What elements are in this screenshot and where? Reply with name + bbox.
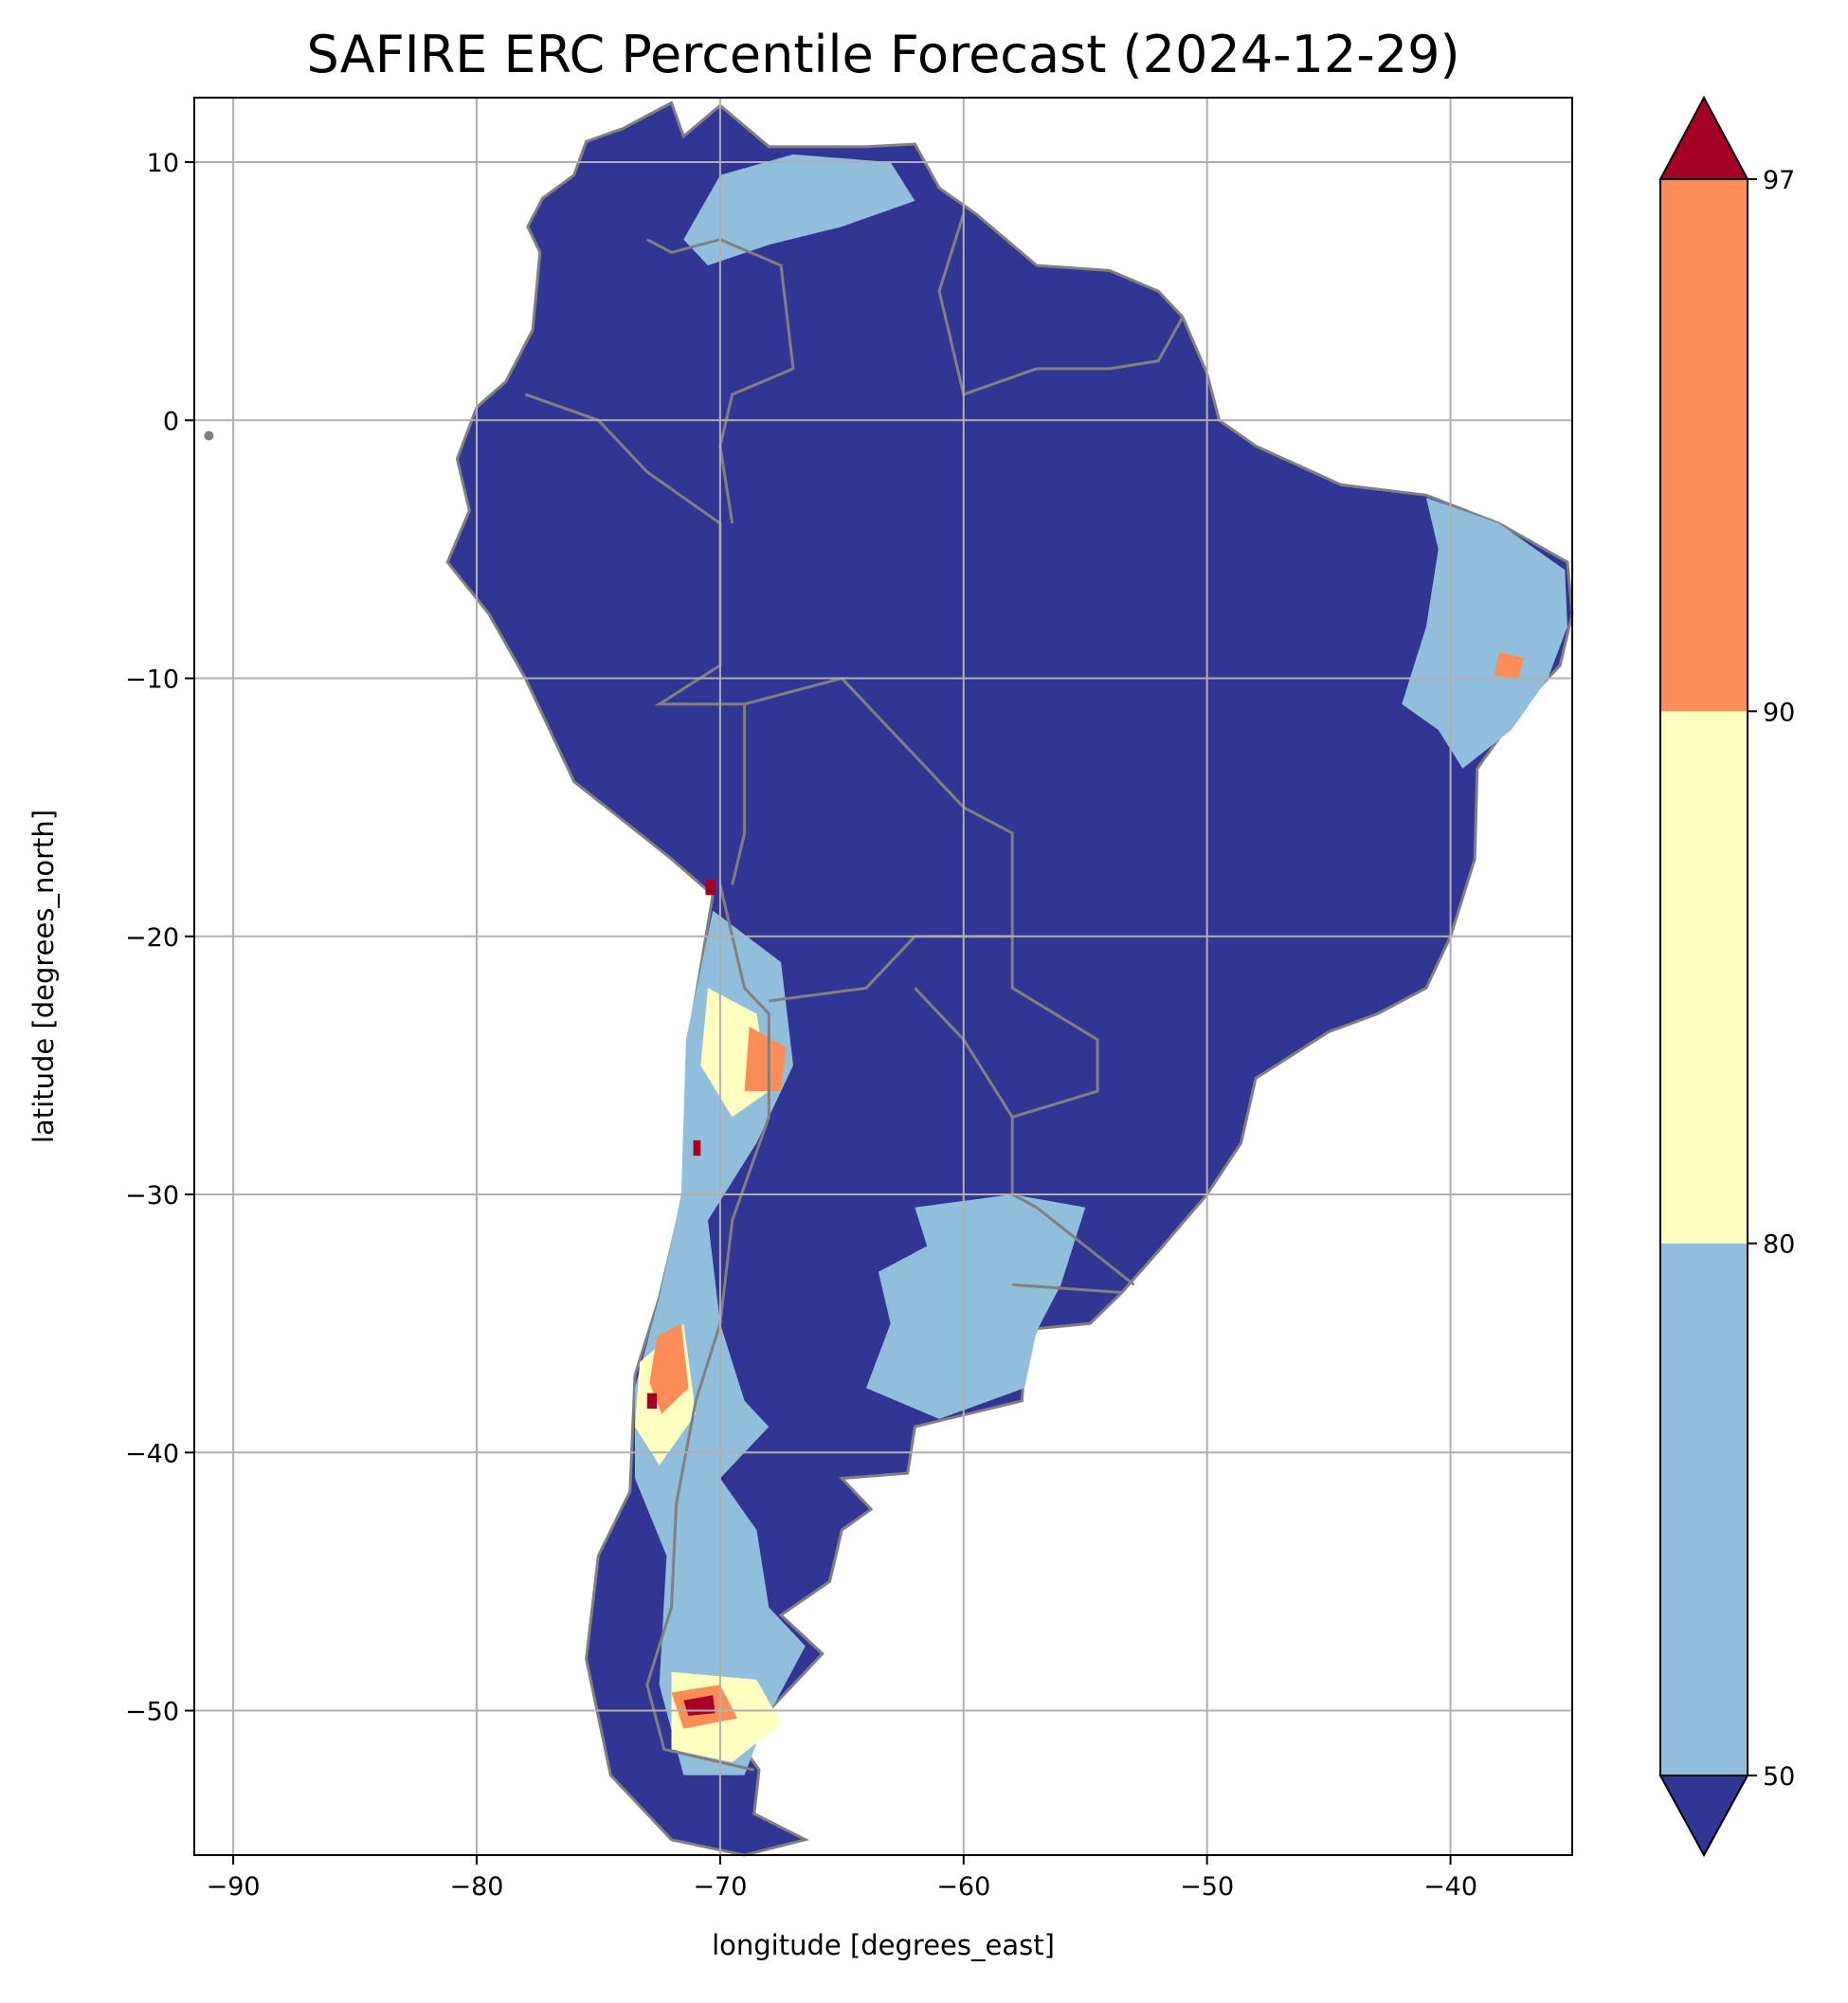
country-border xyxy=(1012,1283,1122,1294)
y-tick-label: −20 xyxy=(125,923,179,953)
colorbar-frame xyxy=(1659,178,1748,1776)
region-rio-de-la-plata xyxy=(866,1194,1086,1419)
y-tick-label: 0 xyxy=(163,407,179,436)
x-tick-label: −90 xyxy=(207,1872,261,1902)
y-tick-label: −50 xyxy=(125,1698,179,1727)
y-tick-label: 10 xyxy=(147,149,179,178)
x-axis-label: longitude [degrees_east] xyxy=(712,1929,1055,1961)
y-tick-label: −30 xyxy=(125,1181,179,1211)
region-orange-central-chile xyxy=(649,1323,689,1414)
map-layer xyxy=(204,100,1574,1857)
continent-below-50 xyxy=(445,100,1574,1857)
region-above-97-atacama xyxy=(693,1139,701,1156)
axis-ticks: −90 −80 −70 −60 −50 −40 10 0 −10 −20 −30 −40 −50 xyxy=(125,149,1477,1902)
country-border xyxy=(645,884,770,1772)
x-tick-label: −80 xyxy=(450,1872,504,1902)
x-tick-label: −60 xyxy=(936,1872,990,1902)
x-tick-label: −70 xyxy=(693,1872,747,1902)
region-venezuela-llanos xyxy=(683,154,915,265)
chart-title: SAFIRE ERC Percentile Forecast (2024-12-… xyxy=(306,25,1459,84)
region-above-97-chile-south xyxy=(646,1393,658,1409)
region-orange-puna xyxy=(744,1027,787,1092)
colorbar-tick-label: 90 xyxy=(1763,698,1795,727)
colorbar-tick-label: 80 xyxy=(1763,1230,1795,1260)
country-border xyxy=(937,213,1185,397)
x-tick-label: −50 xyxy=(1180,1872,1234,1902)
region-ne-brazil xyxy=(1402,498,1567,769)
country-border xyxy=(1010,936,1135,1286)
region-above-97-arica xyxy=(705,879,716,896)
galapagos-islands xyxy=(204,430,214,441)
y-tick-label: −10 xyxy=(125,665,179,695)
colorbar-tick-label: 97 xyxy=(1763,166,1795,195)
colorbar-tick-label: 50 xyxy=(1763,1762,1795,1792)
region-orange-ne-brazil xyxy=(1494,652,1524,679)
gridlines xyxy=(194,98,1572,1855)
colorbar-extend-over xyxy=(1658,95,1749,180)
y-axis-label: latitude [degrees_north] xyxy=(27,810,60,1143)
colorbar-band xyxy=(1660,711,1748,1244)
colorbar-band xyxy=(1660,1243,1748,1775)
colorbar: 50 80 90 97 xyxy=(1658,95,1795,1858)
colorbar-extend-under xyxy=(1658,1775,1749,1858)
y-tick-label: −40 xyxy=(125,1439,179,1468)
country-border xyxy=(744,676,1014,1003)
plot-frame xyxy=(193,97,1573,1856)
country-border xyxy=(646,238,795,524)
x-tick-label: −40 xyxy=(1423,1872,1477,1902)
colorbar-band xyxy=(1660,179,1748,712)
